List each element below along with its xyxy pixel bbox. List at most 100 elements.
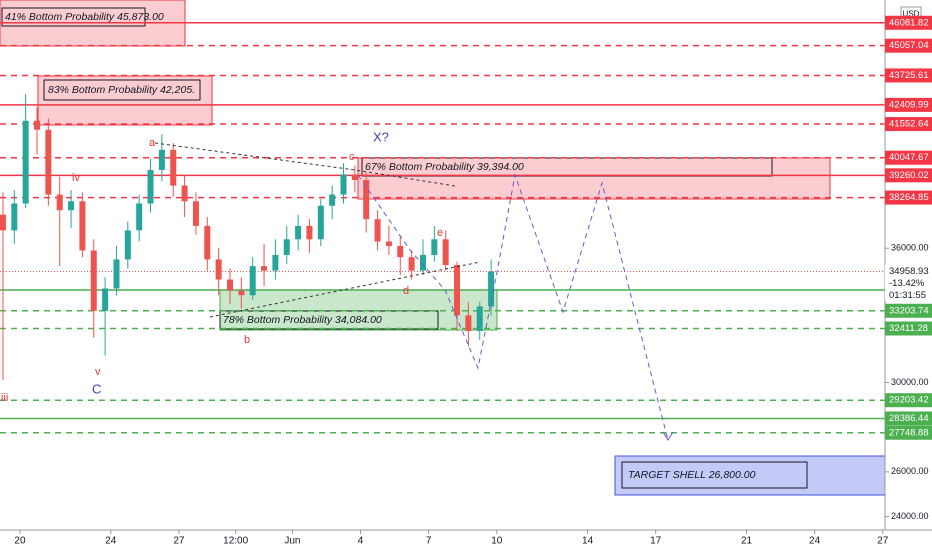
x-tick-label: Jun <box>284 536 300 547</box>
candle-body <box>419 254 426 271</box>
candle-body <box>295 225 302 240</box>
candle-body <box>431 239 438 255</box>
candle-body <box>238 290 245 296</box>
price-tag <box>885 15 932 30</box>
last-price: 34958.93 <box>889 266 929 277</box>
zone-label: TARGET SHELL 26,800.00 <box>628 469 756 481</box>
price-tag-label: 45057.04 <box>889 40 929 51</box>
wave-label: v <box>95 366 101 378</box>
candle-body <box>397 245 404 258</box>
zone-label-box <box>1 7 146 27</box>
candle-body <box>385 241 392 246</box>
candle-body <box>454 265 461 316</box>
candle-body <box>147 169 154 204</box>
wave-label: b <box>244 334 250 346</box>
currency: USD <box>903 10 920 19</box>
price-tag-label: 46081.82 <box>889 17 929 28</box>
price-tag-label: 40047.67 <box>889 152 929 163</box>
projection-arrow <box>662 431 674 441</box>
price-tag-label: 39260.02 <box>889 170 929 181</box>
candle-body <box>22 120 29 204</box>
wave-label: C <box>92 381 101 396</box>
candle-body <box>306 225 313 240</box>
candle-body <box>488 271 495 307</box>
price-tag <box>885 190 932 205</box>
price-tag-label: 42409.99 <box>889 99 929 110</box>
trend-line <box>209 261 481 318</box>
x-tick-label: 12:00 <box>223 536 248 547</box>
price-tag-label: 32411.28 <box>889 323 928 334</box>
candle-body <box>79 201 86 251</box>
wave-label: d <box>403 285 409 297</box>
candle-body <box>476 306 483 331</box>
price-tag <box>885 393 932 408</box>
projection-path <box>357 173 669 441</box>
candle-body <box>317 205 324 240</box>
candle-body <box>261 266 268 271</box>
price-tag <box>885 303 932 318</box>
candle-body <box>68 201 75 211</box>
candle-body <box>215 259 222 280</box>
wave-label: a <box>149 137 156 149</box>
candle-body <box>329 194 336 206</box>
price-tag <box>885 411 932 426</box>
wave-label: iii <box>1 392 8 404</box>
price-tag <box>885 117 932 132</box>
wave-label: e <box>437 227 443 239</box>
axes: 24000.00 26000.00 30000.00 36000.00 20 24 27 12… <box>14 15 932 547</box>
trend-line <box>154 142 456 187</box>
zone-label: 83% Bottom Probability 42,205. <box>48 84 195 96</box>
zone-label: 67% Bottom Probability 39,394.00 <box>365 161 524 173</box>
wave-label: iv <box>72 172 80 184</box>
zone-label-box <box>43 79 201 101</box>
candles <box>0 93 495 381</box>
zones: 41% Bottom Probability 45,873.00 83% Bot… <box>0 0 886 496</box>
price-tag <box>885 97 932 112</box>
candle-body <box>170 149 177 186</box>
candle-body <box>136 203 143 231</box>
zone-label: 41% Bottom Probability 45,873.00 <box>5 11 164 23</box>
candle-body <box>0 214 6 231</box>
wave-labels: a b c d e iii iv v C X? <box>1 129 443 403</box>
change: -13.42% <box>889 278 925 289</box>
price-tag <box>885 150 932 165</box>
x-tick-label: 27 <box>173 536 185 547</box>
x-tick-label: 10 <box>491 536 503 547</box>
price-tag-label: 43725.61 <box>889 70 929 81</box>
x-tick-label: 21 <box>741 536 753 547</box>
price-tag <box>885 425 932 440</box>
candle-body <box>283 239 290 255</box>
candle-body <box>34 120 41 130</box>
candle-body <box>11 203 18 231</box>
candle-body <box>340 174 347 195</box>
candle-body <box>204 225 211 260</box>
candle-body <box>351 174 358 181</box>
candle-body <box>226 279 233 291</box>
x-tick-label: 24 <box>105 536 117 547</box>
y-tick-label: 26000.00 <box>891 466 929 476</box>
candle-body <box>113 259 120 289</box>
x-tick-label: 14 <box>582 536 594 547</box>
x-tick-label: 17 <box>650 536 662 547</box>
y-tick-label: 24000.00 <box>891 511 929 521</box>
price-tag <box>885 68 932 83</box>
candle-body <box>181 185 188 202</box>
candle-body <box>374 219 381 242</box>
x-tick-label: 7 <box>426 536 432 547</box>
price-tag <box>885 38 932 53</box>
x-tick-label: 27 <box>877 536 889 547</box>
candle-body <box>363 180 370 220</box>
candle-body <box>272 254 279 271</box>
candle-body <box>90 250 97 311</box>
candle-body <box>442 239 449 265</box>
price-tag <box>885 168 932 183</box>
candle-body <box>249 266 256 296</box>
candle-body <box>408 257 415 271</box>
y-tick-label: 30000.00 <box>891 377 929 387</box>
candle-body <box>192 201 199 226</box>
candle-body <box>102 288 109 311</box>
price-tag-label: 27748.88 <box>889 427 929 438</box>
price-tag-label: 41552.64 <box>889 119 929 130</box>
price-tag-label: 33203.74 <box>889 305 929 316</box>
